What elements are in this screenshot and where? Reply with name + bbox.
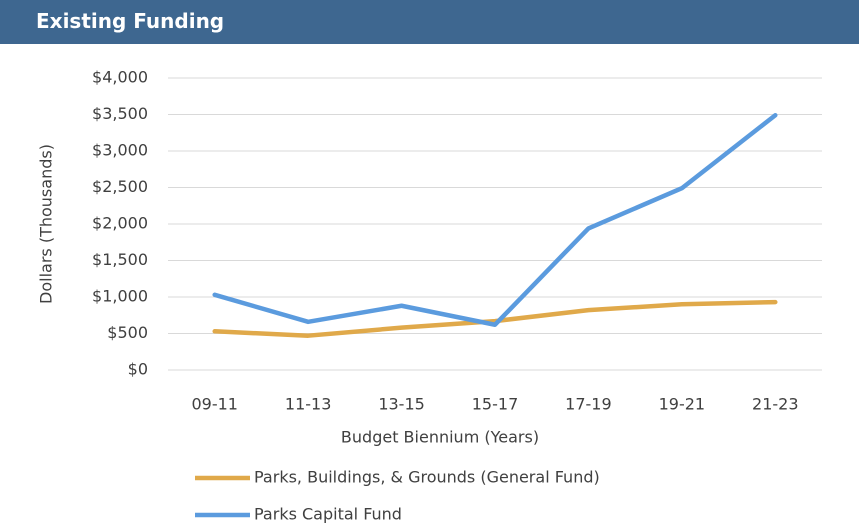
y-axis-title: Dollars (Thousands): [37, 144, 56, 304]
legend-label: Parks, Buildings, & Grounds (General Fun…: [254, 468, 600, 487]
y-tick-label: $3,500: [92, 104, 148, 123]
y-tick-label: $500: [107, 323, 148, 342]
x-tick-label: 17-19: [565, 395, 612, 414]
y-tick-label: $1,000: [92, 287, 148, 306]
x-tick-label: 09-11: [191, 395, 238, 414]
y-tick-label: $2,500: [92, 177, 148, 196]
y-tick-label: $1,500: [92, 250, 148, 269]
x-tick-label: 19-21: [659, 395, 706, 414]
y-tick-label: $3,000: [92, 141, 148, 160]
legend-label: Parks Capital Fund: [254, 505, 402, 524]
x-tick-label: 13-15: [378, 395, 425, 414]
header-title: Existing Funding: [36, 9, 225, 33]
series-line: [212, 299, 778, 338]
series-line: [212, 112, 778, 327]
y-tick-label: $0: [128, 360, 148, 379]
x-axis-title: Budget Biennium (Years): [341, 428, 539, 447]
x-tick-label: 15-17: [472, 395, 519, 414]
y-tick-label: $2,000: [92, 214, 148, 233]
x-tick-label: 11-13: [285, 395, 332, 414]
y-tick-label: $4,000: [92, 68, 148, 87]
x-tick-label: 21-23: [752, 395, 799, 414]
header: Existing Funding: [0, 0, 859, 44]
